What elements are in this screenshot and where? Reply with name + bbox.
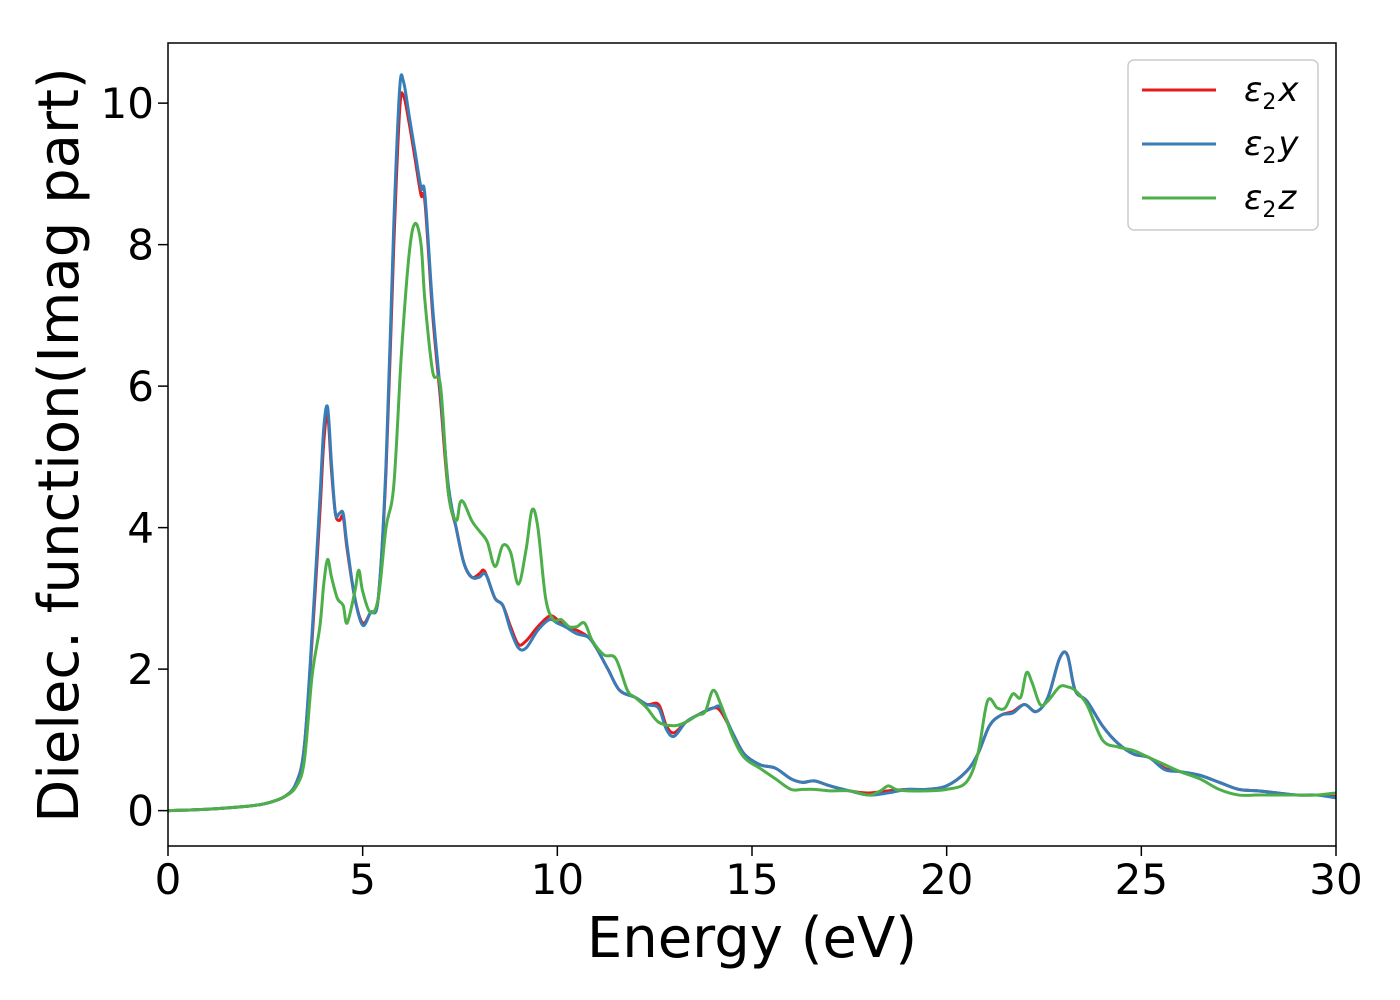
x-tick-label: 25 xyxy=(1115,855,1168,904)
series-layer xyxy=(168,73,1336,813)
x-tick-label: 15 xyxy=(725,855,778,904)
legend: ε2x ε2y ε2z xyxy=(1127,59,1319,231)
y-tick-label: 6 xyxy=(127,362,154,411)
y-axis-label: Dielec. function(Imag part) xyxy=(27,67,92,823)
legend-label-y: ε2y xyxy=(1244,124,1299,169)
x-axis-label: Energy (eV) xyxy=(587,906,917,971)
x-tick-label: 0 xyxy=(155,855,182,904)
x-tick-label: 30 xyxy=(1309,855,1362,904)
y-tick-label: 8 xyxy=(127,221,154,270)
y-axis-ticks: 0 2 4 6 8 10 xyxy=(101,79,168,836)
legend-box xyxy=(1127,59,1319,231)
y-tick-label: 2 xyxy=(127,645,154,694)
y-tick-label: 4 xyxy=(127,504,154,553)
legend-label-z: ε2z xyxy=(1244,178,1297,223)
series-line-z xyxy=(168,221,1336,813)
legend-label-x: ε2x xyxy=(1244,70,1299,115)
x-tick-label: 20 xyxy=(920,855,973,904)
x-tick-label: 5 xyxy=(349,855,376,904)
y-tick-label: 10 xyxy=(101,79,154,128)
y-tick-label: 0 xyxy=(127,787,154,836)
x-axis-ticks: 0 5 10 15 20 25 30 xyxy=(155,846,1363,904)
x-tick-label: 10 xyxy=(531,855,584,904)
